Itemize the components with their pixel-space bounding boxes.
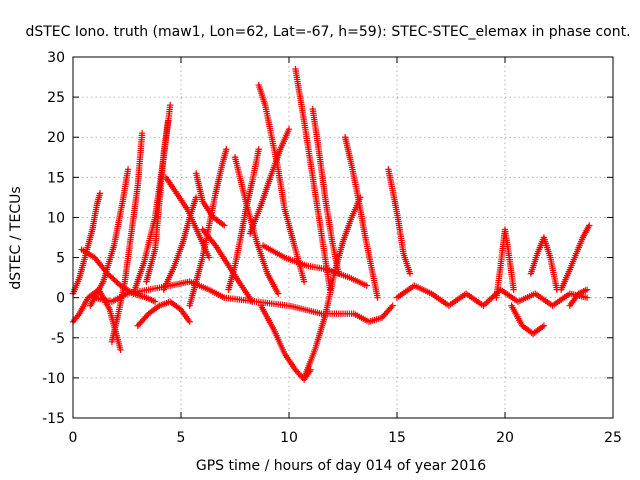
data-series-0 — [69, 190, 104, 297]
y-tick-label: 10 — [47, 210, 65, 226]
y-tick-label: 5 — [56, 251, 65, 267]
chart-title: dSTEC Iono. truth (maw1, Lon=62, Lat=-67… — [25, 24, 630, 40]
y-tick-label: 30 — [47, 50, 65, 66]
data-series-28 — [508, 302, 548, 337]
data-point — [510, 286, 517, 293]
data-point — [255, 146, 262, 153]
data-series-21 — [309, 105, 342, 277]
data-series-22 — [341, 134, 381, 301]
data-series-9 — [160, 194, 200, 293]
data-point — [285, 126, 293, 133]
data-series-20 — [292, 65, 334, 293]
data-point — [295, 369, 302, 377]
data-point — [115, 281, 123, 288]
data-series-11 — [186, 146, 230, 309]
data-series-18 — [257, 302, 314, 383]
y-tick-label: 20 — [47, 130, 65, 146]
data-point — [221, 222, 228, 229]
x-tick-label: 0 — [69, 430, 78, 446]
y-tick-labels: -15 -10 -5 0 5 10 15 20 25 30 — [42, 50, 65, 427]
x-axis-label: GPS time / hours of day 014 of year 2016 — [196, 458, 486, 474]
data-marks — [69, 65, 593, 383]
data-point — [192, 194, 200, 201]
data-point — [117, 346, 124, 354]
y-tick-label: -15 — [42, 411, 65, 427]
data-point — [124, 166, 132, 173]
data-series-12 — [192, 170, 228, 229]
data-point — [388, 303, 395, 311]
data-point — [205, 254, 213, 261]
data-point — [488, 295, 495, 302]
data-point — [164, 117, 172, 125]
data-series-31 — [566, 286, 591, 309]
data-series-6 — [143, 117, 172, 285]
data-series-8 — [91, 278, 228, 305]
y-tick-label: 25 — [47, 90, 65, 106]
data-point — [275, 290, 282, 297]
y-axis-label: dSTEC / TECUs — [8, 186, 24, 289]
data-series-23 — [385, 166, 414, 277]
x-tick-label: 5 — [177, 430, 186, 446]
data-point — [151, 298, 159, 305]
data-series-26 — [393, 282, 591, 309]
x-tick-label: 10 — [280, 430, 298, 446]
data-point — [374, 294, 381, 301]
data-series-24 — [221, 294, 396, 325]
data-point — [167, 101, 174, 109]
y-tick-label: -5 — [51, 331, 65, 347]
data-point — [296, 371, 303, 378]
axis-ticks — [72, 56, 614, 419]
data-point — [186, 318, 193, 325]
data-point — [326, 286, 334, 293]
data-point — [300, 278, 308, 285]
data-series-2 — [108, 130, 146, 345]
data-point — [96, 190, 104, 197]
data-point — [540, 322, 548, 329]
y-tick-label: -10 — [42, 371, 65, 387]
data-point — [389, 302, 396, 309]
data-series-25 — [259, 242, 370, 289]
data-series-3 — [87, 166, 132, 309]
plot-frame — [72, 56, 614, 419]
data-point — [484, 298, 492, 305]
data-series-7 — [134, 298, 193, 329]
x-tick-label: 25 — [604, 430, 622, 446]
y-tick-label: 0 — [56, 291, 65, 307]
data-series-16 — [255, 81, 308, 285]
data-point — [363, 282, 370, 289]
data-point — [138, 130, 146, 137]
data-series-27 — [493, 226, 517, 301]
data-point — [583, 286, 591, 293]
data-series-15 — [231, 154, 282, 297]
x-tick-label: 20 — [496, 430, 514, 446]
data-point — [489, 293, 497, 301]
data-series-30 — [557, 222, 593, 293]
x-tick-labels: 0 5 10 15 20 25 — [69, 430, 622, 446]
y-tick-label: 15 — [47, 170, 65, 186]
data-point — [223, 146, 230, 153]
data-point — [406, 270, 414, 277]
data-point — [481, 301, 489, 308]
data-point — [583, 294, 591, 301]
data-point — [586, 222, 593, 229]
data-series-17 — [246, 126, 293, 237]
data-series-29 — [527, 234, 561, 293]
data-series-13 — [199, 226, 256, 305]
x-tick-label: 15 — [388, 430, 406, 446]
